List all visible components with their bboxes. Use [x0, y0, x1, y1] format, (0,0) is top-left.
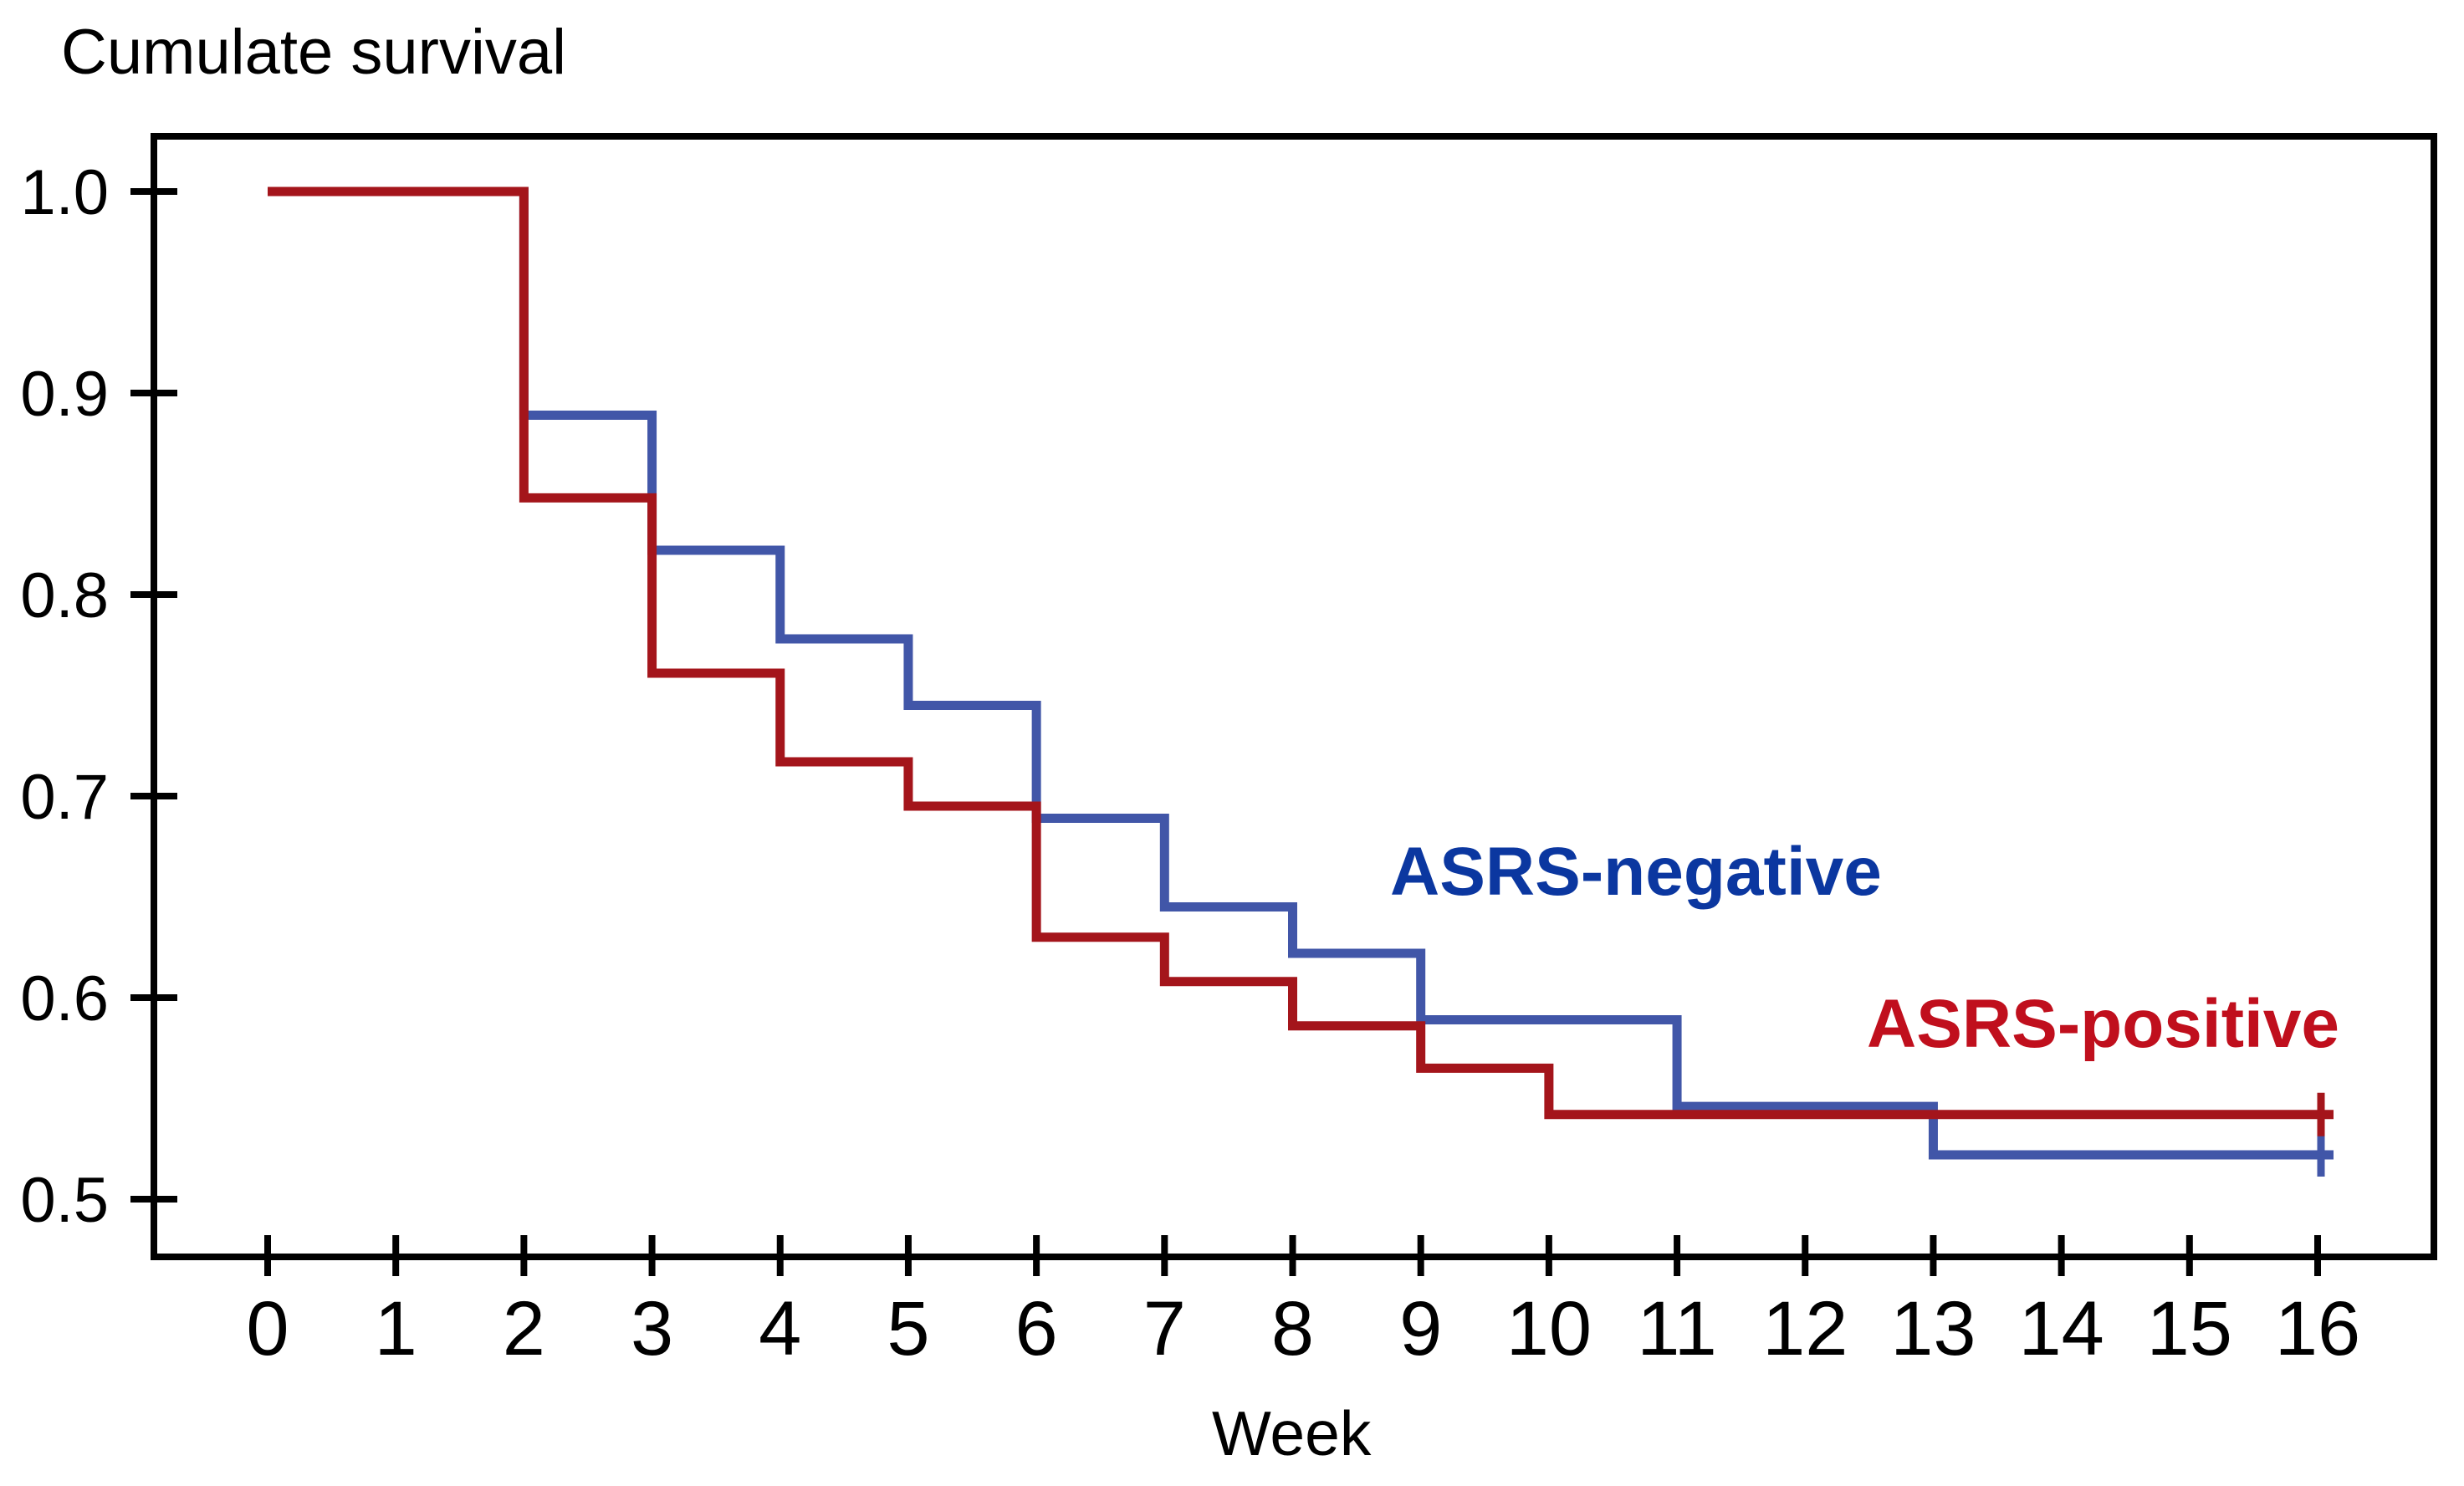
chart-title: Cumulate survival	[61, 17, 566, 88]
x-axis-label: Week	[1212, 1398, 1372, 1468]
x-tick-label: 9	[1399, 1286, 1442, 1371]
y-tick-label: 0.8	[20, 560, 109, 631]
survival-curve-asrs-positive	[268, 186, 2334, 1120]
series-label-asrs-positive: ASRS-positive	[1867, 986, 2339, 1062]
x-tick-label: 2	[503, 1286, 545, 1371]
plot-frame	[151, 133, 2437, 1260]
y-tick-label: 0.6	[20, 963, 109, 1034]
series-label-asrs-negative: ASRS-negative	[1390, 834, 1882, 910]
x-tick-label: 15	[2147, 1286, 2232, 1371]
x-tick-label: 7	[1143, 1286, 1186, 1371]
x-tick-label: 10	[1506, 1286, 1592, 1371]
y-tick-label: 0.9	[20, 359, 109, 430]
x-tick-label: 14	[2018, 1286, 2104, 1371]
survival-curve-asrs-negative	[268, 186, 2334, 1160]
x-tick-label: 12	[1762, 1286, 1848, 1371]
x-tick-label: 16	[2275, 1286, 2360, 1371]
x-tick-label: 0	[246, 1286, 289, 1371]
x-tick-label: 13	[1890, 1286, 1976, 1371]
x-tick-label: 5	[887, 1286, 929, 1371]
y-tick-label: 1.0	[20, 157, 109, 228]
x-tick-label: 3	[631, 1286, 673, 1371]
x-tick-label: 1	[375, 1286, 417, 1371]
x-tick-label: 11	[1637, 1286, 1717, 1371]
x-tick-label: 4	[759, 1286, 801, 1371]
x-tick-label: 6	[1015, 1286, 1058, 1371]
x-tick-label: 8	[1271, 1286, 1314, 1371]
y-tick-label: 0.7	[20, 762, 109, 833]
y-tick-label: 0.5	[20, 1165, 109, 1236]
